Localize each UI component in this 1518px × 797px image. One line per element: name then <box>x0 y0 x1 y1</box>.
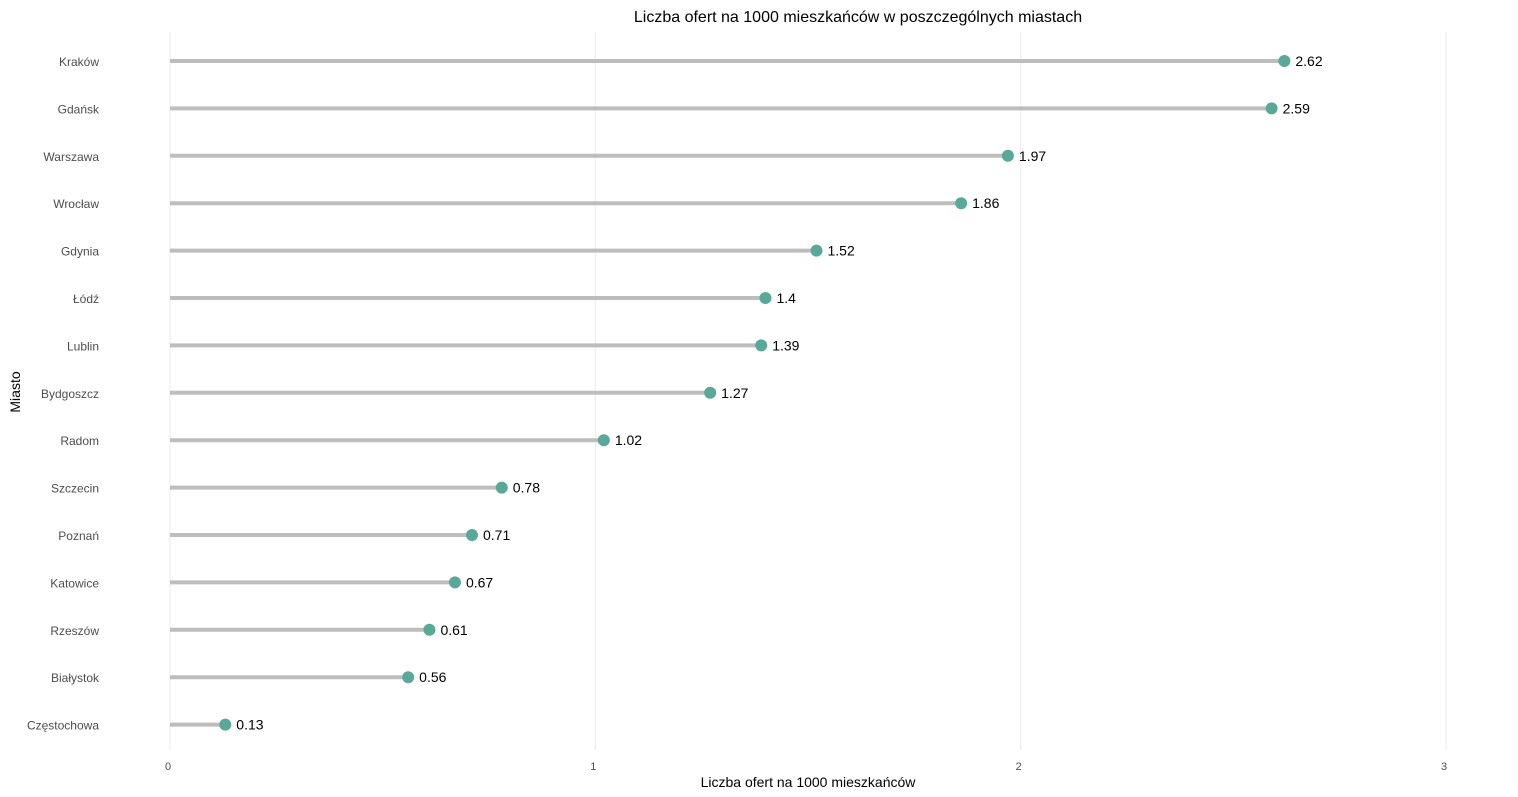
data-point <box>755 339 768 352</box>
category-label: Bydgoszcz <box>41 387 99 401</box>
y-axis-title: Miasto <box>7 371 23 412</box>
data-point <box>810 244 823 257</box>
data-point <box>1265 102 1278 115</box>
data-point <box>495 481 508 494</box>
category-label: Warszawa <box>43 150 99 164</box>
data-point <box>423 623 436 636</box>
value-label: 0.56 <box>419 669 446 685</box>
value-label: 1.27 <box>721 385 748 401</box>
value-labels: 2.62 2.59 1.97 1.86 1.52 1.4 1.39 1.27 1.02 0.78 0… <box>236 53 1323 733</box>
stems <box>170 59 1285 727</box>
category-label: Szczecin <box>51 482 99 496</box>
x-axis-title: Liczba ofert na 1000 mieszkańców <box>701 774 917 790</box>
x-tick-labels: 0 1 2 3 <box>165 761 1447 773</box>
category-label: Kraków <box>59 55 99 69</box>
value-label: 1.86 <box>972 195 999 211</box>
value-label: 1.4 <box>776 290 796 306</box>
data-point <box>759 292 772 304</box>
x-tick-label: 2 <box>1016 761 1022 773</box>
value-label: 0.61 <box>440 622 467 638</box>
value-label: 2.62 <box>1295 53 1322 69</box>
x-tick-label: 0 <box>165 761 171 773</box>
value-label: 1.39 <box>772 337 799 353</box>
value-label: 0.71 <box>483 527 510 543</box>
category-label: Rzeszów <box>50 624 99 638</box>
value-label: 0.13 <box>236 717 263 733</box>
data-point <box>955 197 968 210</box>
category-label: Gdańsk <box>58 102 100 116</box>
data-point <box>1001 149 1014 162</box>
value-label: 2.59 <box>1283 100 1310 116</box>
category-labels: Kraków Gdańsk Warszawa Wrocław Gdynia Łódź Lub… <box>27 55 100 733</box>
category-label: Wrocław <box>53 197 99 211</box>
chart-title: Liczba ofert na 1000 mieszkańców w poszc… <box>634 9 1082 26</box>
data-point <box>219 718 232 731</box>
category-label: Częstochowa <box>27 719 99 733</box>
data-point <box>448 576 461 589</box>
category-label: Łódź <box>73 292 99 306</box>
value-label: 1.52 <box>828 243 855 259</box>
value-label: 1.97 <box>1019 148 1046 164</box>
value-label: 1.02 <box>615 432 642 448</box>
data-point <box>402 671 415 684</box>
category-label: Radom <box>60 434 99 448</box>
value-label: 0.78 <box>513 480 540 496</box>
data-point <box>465 529 478 541</box>
data-point <box>704 386 717 399</box>
category-label: Gdynia <box>61 245 99 259</box>
data-points <box>219 55 1291 731</box>
category-label: Lublin <box>67 339 99 353</box>
category-label: Białystok <box>51 671 100 685</box>
data-point <box>597 434 610 447</box>
category-label: Katowice <box>50 576 99 590</box>
data-point <box>1278 55 1291 67</box>
x-tick-label: 3 <box>1441 761 1447 773</box>
category-label: Poznań <box>58 529 99 543</box>
value-label: 0.67 <box>466 574 493 590</box>
x-tick-label: 1 <box>590 761 596 773</box>
